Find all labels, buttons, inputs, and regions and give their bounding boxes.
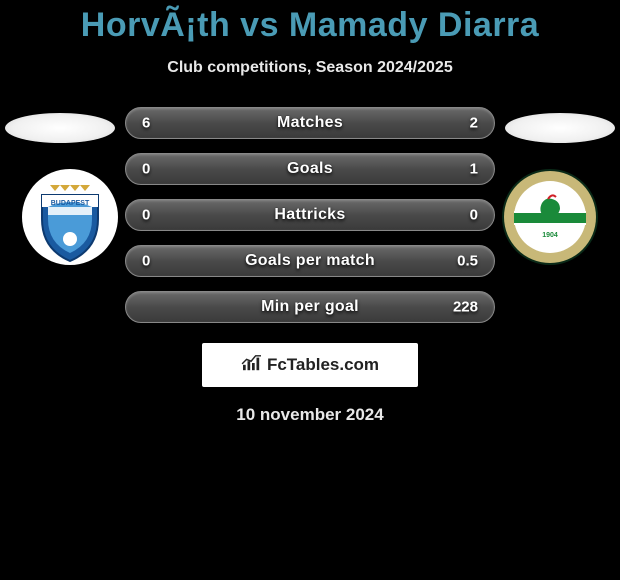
date-label: 10 november 2024 — [0, 405, 620, 425]
stat-value-right: 228 — [453, 299, 478, 316]
stats-list: 6 Matches 2 0 Goals 1 0 Hattricks 0 0 Go… — [125, 107, 495, 323]
brand-label: FcTables.com — [267, 355, 379, 375]
stat-row-matches: 6 Matches 2 — [125, 107, 495, 139]
stat-value-right: 0 — [470, 207, 478, 224]
stat-label: Goals — [287, 160, 333, 178]
player-photo-placeholder-right — [505, 113, 615, 143]
stat-value-left: 0 — [142, 207, 150, 224]
stat-row-goals: 0 Goals 1 — [125, 153, 495, 185]
team-badge-right: 1904 — [500, 167, 600, 267]
stat-label: Hattricks — [274, 206, 345, 224]
stat-row-min-per-goal: Min per goal 228 — [125, 291, 495, 323]
brand-box[interactable]: FcTables.com — [202, 343, 418, 387]
chart-icon — [241, 354, 263, 377]
stat-label: Goals per match — [245, 252, 375, 270]
stat-value-left: 0 — [142, 161, 150, 178]
stat-value-left: 6 — [142, 115, 150, 132]
page-title: HorvÃ¡th vs Mamady Diarra — [0, 0, 620, 45]
subtitle: Club competitions, Season 2024/2025 — [0, 59, 620, 77]
comparison-panel: BUDAPEST 1904 6 Matches 2 0 Goals — [0, 107, 620, 425]
player-photo-placeholder-left — [5, 113, 115, 143]
stat-value-left: 0 — [142, 253, 150, 270]
stat-label: Min per goal — [261, 298, 359, 316]
stat-value-right: 1 — [470, 161, 478, 178]
svg-text:BUDAPEST: BUDAPEST — [51, 200, 90, 207]
stat-row-hattricks: 0 Hattricks 0 — [125, 199, 495, 231]
stat-row-goals-per-match: 0 Goals per match 0.5 — [125, 245, 495, 277]
stat-value-right: 2 — [470, 115, 478, 132]
stat-label: Matches — [277, 114, 343, 132]
stat-value-right: 0.5 — [457, 253, 478, 270]
svg-text:1904: 1904 — [542, 232, 558, 239]
team-badge-left: BUDAPEST — [20, 167, 120, 267]
